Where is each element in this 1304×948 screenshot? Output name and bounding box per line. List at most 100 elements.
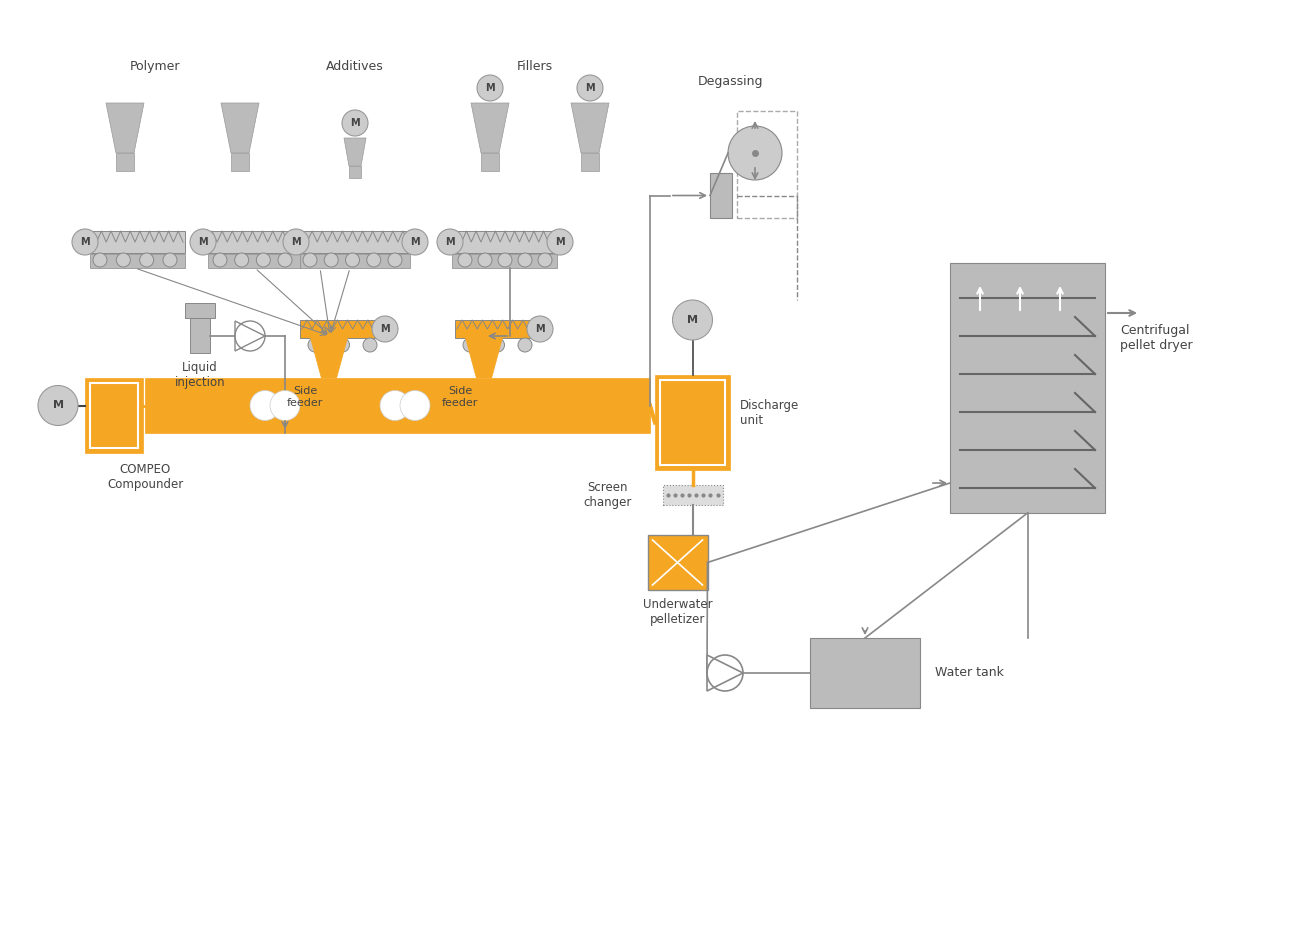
Bar <box>455 320 540 338</box>
Text: M: M <box>198 237 207 247</box>
Circle shape <box>283 229 309 255</box>
Polygon shape <box>235 321 265 351</box>
Text: Additives: Additives <box>326 60 383 73</box>
Circle shape <box>213 253 227 267</box>
Text: Liquid
injection: Liquid injection <box>175 361 226 389</box>
Text: Underwater
pelletizer: Underwater pelletizer <box>643 598 712 626</box>
Circle shape <box>402 229 428 255</box>
Bar <box>951 263 1104 513</box>
Circle shape <box>463 338 477 352</box>
Text: Side
feeder: Side feeder <box>287 386 323 408</box>
Circle shape <box>116 253 130 267</box>
Text: COMPEO
Compounder: COMPEO Compounder <box>107 463 183 491</box>
Text: M: M <box>411 237 420 247</box>
Bar <box>662 485 722 505</box>
Text: M: M <box>445 237 455 247</box>
Circle shape <box>342 110 368 136</box>
Circle shape <box>270 391 300 421</box>
Circle shape <box>140 253 154 267</box>
Text: M: M <box>585 83 595 93</box>
Circle shape <box>38 386 78 426</box>
Circle shape <box>673 300 712 340</box>
Text: Centrifugal
pellet dryer: Centrifugal pellet dryer <box>1120 324 1193 352</box>
Bar <box>582 153 599 171</box>
Bar <box>450 231 559 253</box>
Text: Screen
changer: Screen changer <box>583 481 631 509</box>
Text: M: M <box>485 83 494 93</box>
Text: M: M <box>556 237 565 247</box>
Circle shape <box>93 253 107 267</box>
Bar <box>231 153 249 171</box>
Polygon shape <box>310 336 348 378</box>
Circle shape <box>518 338 532 352</box>
Bar <box>205 231 300 253</box>
Bar <box>90 254 185 268</box>
Circle shape <box>278 253 292 267</box>
Circle shape <box>372 316 398 342</box>
Polygon shape <box>344 138 366 166</box>
Circle shape <box>190 229 216 255</box>
Circle shape <box>490 338 505 352</box>
Polygon shape <box>466 336 503 378</box>
Text: M: M <box>535 324 545 334</box>
Bar <box>810 638 921 708</box>
Bar <box>481 153 499 171</box>
Circle shape <box>335 338 349 352</box>
Bar <box>648 535 708 590</box>
Circle shape <box>527 316 553 342</box>
Circle shape <box>346 253 360 267</box>
Circle shape <box>325 253 338 267</box>
Polygon shape <box>471 103 509 153</box>
Text: M: M <box>80 237 90 247</box>
Circle shape <box>389 253 402 267</box>
Circle shape <box>498 253 512 267</box>
Text: M: M <box>351 118 360 128</box>
Text: Discharge
unit: Discharge unit <box>739 398 799 427</box>
Text: Fillers: Fillers <box>516 60 553 73</box>
Polygon shape <box>220 103 259 153</box>
Bar <box>648 535 708 590</box>
Bar <box>452 254 557 268</box>
Bar <box>709 173 732 218</box>
Text: M: M <box>687 315 698 325</box>
Circle shape <box>539 253 552 267</box>
Bar <box>655 375 730 470</box>
Bar <box>116 153 134 171</box>
Circle shape <box>576 75 602 101</box>
Text: Water tank: Water tank <box>935 666 1004 680</box>
Text: M: M <box>291 237 301 247</box>
Bar <box>300 254 409 268</box>
Circle shape <box>479 253 492 267</box>
Circle shape <box>303 253 317 267</box>
Bar <box>85 378 143 453</box>
Circle shape <box>518 253 532 267</box>
Bar <box>209 254 301 268</box>
Polygon shape <box>106 103 143 153</box>
Circle shape <box>308 338 322 352</box>
Circle shape <box>400 391 430 421</box>
Bar <box>90 383 138 448</box>
Circle shape <box>437 229 463 255</box>
Bar <box>300 320 385 338</box>
Bar <box>660 380 725 465</box>
Circle shape <box>250 391 280 421</box>
Bar <box>190 318 210 353</box>
Bar <box>295 231 409 253</box>
Circle shape <box>163 253 177 267</box>
Circle shape <box>257 253 270 267</box>
Circle shape <box>477 75 503 101</box>
Bar <box>349 166 361 178</box>
Bar <box>737 111 797 218</box>
Circle shape <box>235 253 249 267</box>
Text: M: M <box>381 324 390 334</box>
Text: Side
feeder: Side feeder <box>442 386 479 408</box>
Text: Polymer: Polymer <box>130 60 180 73</box>
Circle shape <box>458 253 472 267</box>
Circle shape <box>366 253 381 267</box>
Polygon shape <box>707 655 743 691</box>
Bar <box>185 303 215 318</box>
Circle shape <box>363 338 377 352</box>
Circle shape <box>546 229 572 255</box>
Text: M: M <box>52 400 64 410</box>
Polygon shape <box>571 103 609 153</box>
